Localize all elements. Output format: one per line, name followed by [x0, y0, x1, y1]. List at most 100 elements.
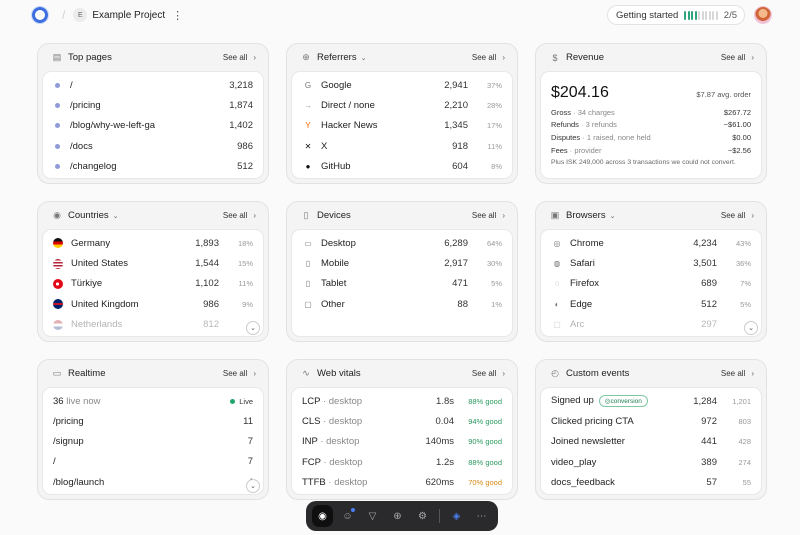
event-previous: 803: [738, 417, 751, 427]
project-name[interactable]: Example Project: [92, 9, 166, 21]
list-item[interactable]: /pricing 1,874: [53, 95, 253, 115]
list-item[interactable]: ◌ Firefox 689 7%: [551, 274, 751, 294]
event-name: Clicked pricing CTA: [551, 416, 634, 428]
revenue-line-value: $267.72: [723, 107, 751, 117]
list-item[interactable]: ▯ Tablet 471 5%: [302, 274, 502, 294]
scroll-down-button[interactable]: ⌄: [744, 321, 758, 335]
mobile-icon: ▯: [305, 259, 311, 269]
chevron-right-icon: ›: [253, 53, 256, 62]
list-item[interactable]: /changelog 512: [53, 157, 253, 177]
funnel-icon[interactable]: ▽: [368, 510, 377, 522]
top-pages-list: / 3,218/pricing 1,874/blog/why-we-left-ga 1…: [42, 71, 264, 179]
chevron-down-icon[interactable]: ⌄: [112, 212, 119, 220]
list-item[interactable]: /blog/launch4: [53, 472, 253, 492]
list-item[interactable]: /7: [53, 452, 253, 472]
netherlands-flag-icon: [53, 319, 63, 330]
chevron-down-icon[interactable]: ⌄: [360, 54, 367, 62]
countries-list: Germany 1,893 18% United States 1,544 15% Türk…: [42, 229, 264, 337]
list-item[interactable]: FCP · desktop 1.2s 88% good: [302, 452, 502, 472]
list-item[interactable]: ▢ Arc 297: [551, 315, 751, 335]
dashboard-icon[interactable]: ◉: [312, 505, 333, 527]
list-item[interactable]: /signup 7: [53, 431, 253, 451]
list-item[interactable]: INP · desktop 140ms 90% good: [302, 432, 502, 452]
list-item[interactable]: Türkiye 1,102 11%: [53, 274, 253, 294]
list-item[interactable]: /pricing 11: [53, 411, 253, 431]
list-item[interactable]: docs_feedback 57 55: [551, 473, 751, 493]
more-icon[interactable]: ⋯: [476, 510, 487, 522]
list-item[interactable]: TTFB · desktop 620ms 70% good: [302, 473, 502, 493]
card-title: Realtime: [68, 368, 106, 379]
progress-segment: [698, 10, 701, 20]
list-item[interactable]: ◍ Safari 3,501 36%: [551, 253, 752, 273]
uk-flag-icon: [53, 299, 63, 310]
card-title: Devices: [317, 210, 351, 221]
users-icon[interactable]: ☺: [337, 505, 358, 527]
see-all-link[interactable]: See all ›: [222, 53, 256, 62]
list-item[interactable]: G Google 2,941 37%: [302, 75, 502, 95]
row-label: /signup: [53, 436, 84, 448]
ai-assistant-icon[interactable]: ◈: [452, 510, 461, 522]
scroll-down-button[interactable]: ⌄: [246, 321, 260, 335]
row-value: 1,874: [229, 100, 253, 112]
row-percent: 64%: [486, 238, 502, 248]
list-item[interactable]: → Direct / none 2,210 28%: [302, 95, 502, 115]
list-item[interactable]: LCP · desktop 1.8s 88% good: [302, 391, 502, 411]
list-item[interactable]: ● GitHub 604 8%: [302, 157, 502, 177]
list-item[interactable]: Signed up ◎ conversion 1,284 1,201: [551, 391, 751, 411]
scroll-down-button[interactable]: ⌄: [246, 479, 260, 493]
list-item[interactable]: video_play 389 274: [551, 452, 751, 472]
see-all-link[interactable]: See all ›: [471, 211, 505, 220]
list-item[interactable]: / 3,218: [53, 75, 253, 95]
see-all-link[interactable]: See all ›: [222, 211, 256, 220]
getting-started-button[interactable]: Getting started 2/5: [606, 5, 745, 25]
card-title[interactable]: Countries: [68, 210, 109, 221]
project-menu-icon[interactable]: ⋮: [172, 9, 183, 22]
list-item[interactable]: Joined newsletter 441 428: [551, 432, 751, 452]
live-indicator: Live: [230, 397, 253, 406]
progress-segment: [712, 10, 715, 20]
row-percent: 15%: [237, 259, 253, 269]
vital-device: · desktop: [322, 395, 363, 407]
row-percent: 1%: [491, 299, 502, 309]
row-label: /docs: [70, 140, 93, 152]
list-item[interactable]: /blog/why-we-left-ga 1,402: [53, 116, 253, 136]
list-item[interactable]: ▭ Desktop 6,289 64%: [302, 233, 502, 253]
list-item[interactable]: United Kingdom 986 9%: [53, 294, 253, 314]
card-title[interactable]: Referrers: [317, 52, 357, 63]
settings-icon[interactable]: ⚙: [418, 510, 427, 522]
card-title[interactable]: Browsers: [566, 210, 606, 221]
row-label: Tablet: [321, 278, 347, 290]
vital-label: FCP · desktop: [302, 457, 404, 468]
list-item[interactable]: Clicked pricing CTA 972 803: [551, 411, 751, 431]
list-item[interactable]: Netherlands 812: [53, 315, 253, 335]
see-all-link[interactable]: See all ›: [471, 53, 505, 62]
list-item[interactable]: ✕ X 918 11%: [302, 136, 502, 156]
row-label: Direct / none: [321, 100, 375, 112]
chevron-down-icon[interactable]: ⌄: [609, 212, 616, 220]
user-avatar[interactable]: [754, 6, 772, 24]
turkey-flag-icon: [53, 278, 63, 289]
row-value: 1,102: [195, 278, 219, 290]
line-sub: · 1 raised, none held: [582, 132, 651, 142]
see-all-link[interactable]: See all ›: [222, 369, 256, 378]
globe-icon[interactable]: ⊕: [393, 510, 402, 522]
see-all-link[interactable]: See all ›: [471, 369, 505, 378]
list-item[interactable]: ▯ Mobile 2,917 30%: [302, 253, 502, 273]
revenue-body: $204.16 $7.87 avg. order Gross · 34 char…: [540, 71, 762, 179]
list-item[interactable]: /docs 986: [53, 136, 253, 156]
row-label: /blog/launch: [53, 476, 105, 488]
list-item[interactable]: CLS · desktop 0.04 94% good: [302, 411, 502, 431]
see-all-link[interactable]: See all ›: [720, 369, 754, 378]
list-item[interactable]: ◐ Edge 512 5%: [551, 294, 751, 314]
list-item[interactable]: ◎ Chrome 4,234 43%: [551, 233, 752, 253]
row-percent: 36%: [735, 259, 751, 269]
row-value: 918: [452, 140, 468, 152]
list-item[interactable]: Y Hacker News 1,345 17%: [302, 116, 502, 136]
list-item[interactable]: United States 1,544 15%: [53, 253, 253, 273]
list-item[interactable]: ▢ Other 88 1%: [302, 294, 502, 314]
list-item[interactable]: Germany 1,893 18%: [53, 233, 253, 253]
app-logo-icon[interactable]: [32, 7, 48, 23]
revenue-line-value: −$61.00: [723, 120, 751, 130]
see-all-link[interactable]: See all ›: [720, 53, 754, 62]
see-all-link[interactable]: See all ›: [720, 211, 754, 220]
